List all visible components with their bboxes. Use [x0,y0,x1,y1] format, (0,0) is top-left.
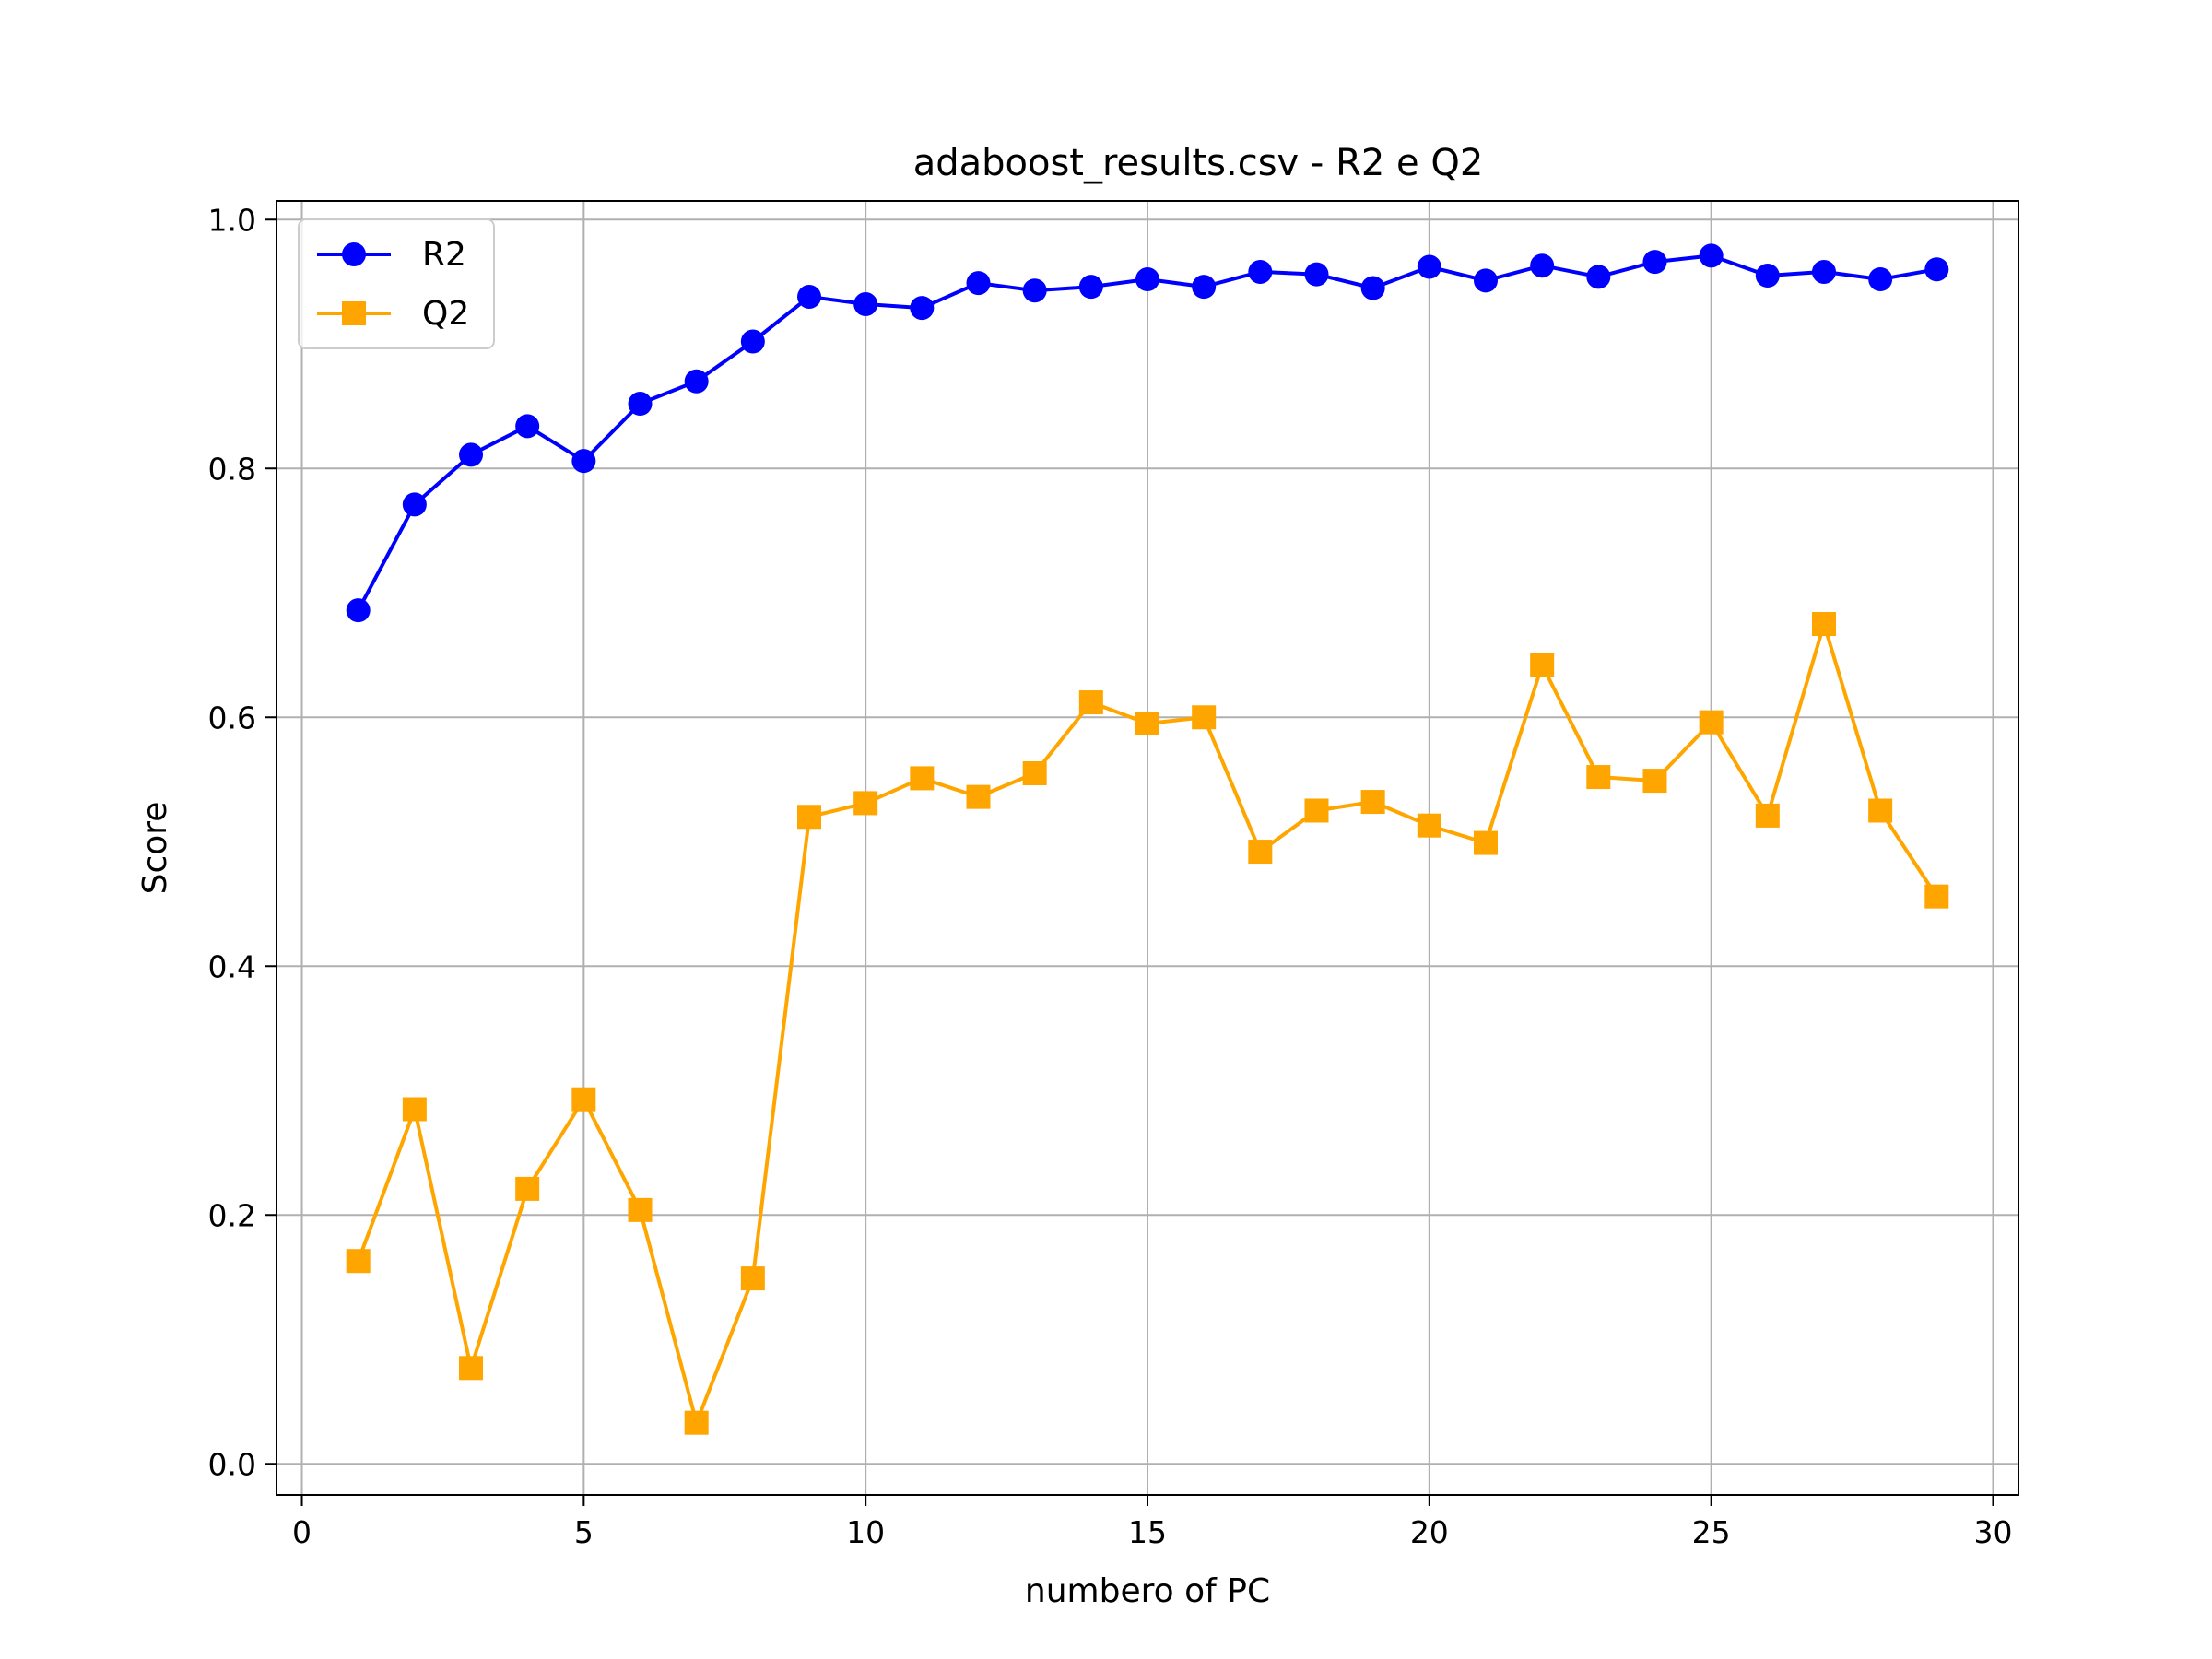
series-point-q2 [1699,710,1724,735]
series-point-r2 [1924,257,1949,282]
series-point-r2 [1135,267,1159,292]
y-tick-label: 0.4 [208,948,256,984]
series-point-r2 [1248,259,1273,284]
series-point-r2 [402,492,427,517]
x-tick-label: 15 [1128,1514,1167,1550]
x-tick-label: 10 [846,1514,885,1550]
series-point-r2 [628,392,653,417]
series-point-q2 [402,1097,427,1122]
legend-marker-r2 [342,242,366,266]
series-point-q2 [1530,653,1555,677]
x-tick-label: 30 [1973,1514,2012,1550]
x-axis: 0 5 10 15 20 25 30 [292,1495,2012,1550]
x-tick-label: 5 [574,1514,594,1550]
series-point-r2 [459,442,484,467]
y-axis: 0.0 0.2 0.4 0.6 0.8 1.0 [208,202,276,1482]
series-point-r2 [346,598,371,623]
series-point-r2 [1078,275,1103,300]
series-point-r2 [684,369,709,394]
y-tick-label: 0.6 [208,700,256,735]
series-point-q2 [515,1176,540,1201]
series-point-q2 [571,1087,596,1112]
series-point-r2 [797,284,822,309]
plot-area [276,200,2019,1496]
legend-label-q2: Q2 [422,295,469,333]
series-point-r2 [1642,250,1667,275]
series-point-q2 [346,1249,371,1274]
series-point-q2 [1304,798,1329,823]
x-tick-label: 20 [1410,1514,1449,1550]
series-point-r2 [1699,243,1724,268]
series-point-r2 [1530,253,1555,278]
series-point-r2 [1022,278,1047,303]
series-point-q2 [628,1197,653,1222]
series-point-r2 [1811,259,1836,284]
series-point-r2 [1304,262,1329,287]
series-point-r2 [1192,275,1217,300]
series-point-q2 [1022,761,1047,785]
series-point-q2 [1135,712,1159,735]
series-point-q2 [1868,798,1893,823]
series-point-r2 [1473,268,1498,293]
series-point-r2 [740,329,765,354]
series-point-r2 [910,296,935,321]
y-tick-label: 0.0 [208,1446,256,1482]
series-point-q2 [1417,813,1441,838]
series-point-r2 [1360,276,1385,300]
series-point-r2 [966,271,991,296]
series-point-q2 [740,1266,765,1291]
x-tick-label: 0 [292,1514,312,1550]
series-point-q2 [1924,884,1949,909]
series-point-q2 [966,784,991,809]
series-point-q2 [1755,803,1780,828]
series-point-q2 [1192,705,1217,730]
series-point-q2 [459,1356,484,1381]
legend: R2 Q2 [298,218,495,349]
series-point-q2 [797,805,822,830]
y-axis-label: Score [136,802,174,895]
series-point-q2 [910,766,935,791]
series-point-r2 [853,292,878,317]
x-axis-label: numbero of PC [1025,1572,1270,1610]
series-point-r2 [515,414,540,439]
series-point-q2 [1360,790,1385,815]
series-point-q2 [1473,830,1498,855]
series-point-q2 [1642,769,1667,794]
series-point-r2 [1586,265,1611,289]
series-point-q2 [853,791,878,816]
series-point-r2 [1868,267,1893,292]
legend-marker-q2 [342,301,366,325]
legend-label-r2: R2 [422,236,466,274]
series-point-q2 [684,1410,709,1435]
chart-title: adaboost_results.csv - R2 e Q2 [913,142,1484,184]
series-point-r2 [571,449,596,474]
series-point-r2 [1417,254,1441,279]
series-point-q2 [1248,840,1273,865]
x-tick-label: 25 [1692,1514,1731,1550]
series-point-r2 [1755,264,1780,288]
series-layer [346,243,1949,1435]
series-point-q2 [1586,765,1611,790]
series-point-q2 [1811,612,1836,636]
y-tick-label: 0.8 [208,451,256,487]
y-tick-label: 0.2 [208,1197,256,1233]
y-tick-label: 1.0 [208,202,256,238]
series-point-q2 [1078,690,1103,715]
